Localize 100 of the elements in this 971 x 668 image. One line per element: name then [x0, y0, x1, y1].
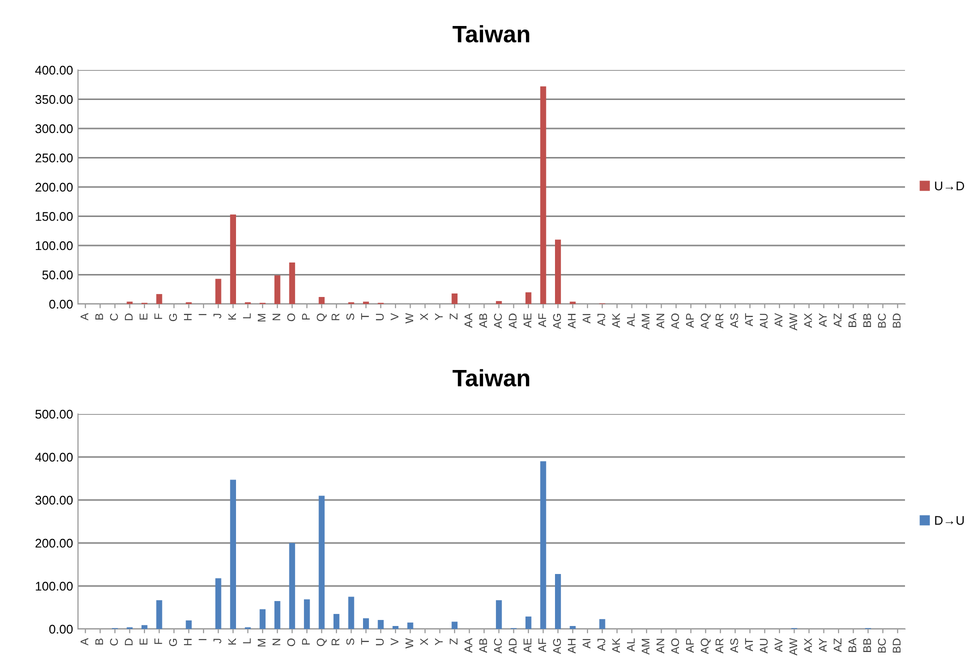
bar — [496, 600, 502, 629]
x-tick-label: F — [154, 638, 162, 644]
x-tick-label: Y — [435, 638, 443, 646]
x-tick-label: AK — [612, 638, 620, 653]
x-tick-label: M — [258, 638, 266, 646]
bar — [186, 620, 192, 629]
y-tick-label: 200.00 — [36, 182, 73, 192]
chart-title: Taiwan — [452, 369, 530, 386]
x-tick-label: AH — [568, 638, 576, 654]
bar — [318, 496, 325, 629]
x-tick-label: AW — [789, 638, 798, 656]
x-tick-label: AM — [642, 638, 650, 655]
bar — [599, 619, 606, 629]
y-tick-label: 50.00 — [42, 270, 73, 280]
x-tick-label: BD — [892, 314, 900, 328]
x-tick-label: AV — [774, 313, 782, 328]
bar — [215, 278, 222, 304]
y-tick-label: 400.00 — [35, 452, 73, 462]
x-tick-label: P — [302, 314, 310, 320]
x-tick-label: T — [361, 638, 369, 645]
x-tick-label: AI — [582, 639, 590, 649]
x-tick-label: BB — [863, 638, 871, 652]
bar — [142, 625, 148, 629]
x-tick-label: D — [124, 314, 133, 320]
legend-label: U→D — [935, 182, 964, 190]
x-tick-label: AU — [760, 314, 768, 328]
x-tick-label: AU — [760, 638, 768, 654]
bar — [555, 240, 561, 304]
x-tick-label: AA — [464, 638, 472, 653]
x-tick-label: AW — [789, 313, 798, 330]
x-tick-label: M — [258, 314, 266, 322]
x-tick-label: N — [272, 638, 280, 646]
x-tick-label: AF — [538, 313, 546, 328]
x-tick-label: I — [198, 639, 206, 640]
x-tick-label: AQ — [700, 314, 711, 330]
x-tick-label: AD — [508, 314, 517, 328]
x-tick-label: G — [169, 638, 177, 646]
x-tick-label: AN — [656, 314, 664, 328]
y-tick-label: 500.00 — [35, 410, 73, 419]
x-tick-label: AR — [716, 638, 724, 654]
x-tick-label: AZ — [834, 638, 842, 652]
x-tick-label: R — [332, 638, 340, 646]
x-tick-label: Y — [435, 313, 443, 320]
y-tick-label: 200.00 — [36, 538, 73, 548]
x-tick-label: AG — [553, 314, 561, 330]
x-tick-label: BB — [863, 314, 871, 327]
legend-label: D→U — [935, 516, 964, 525]
x-tick-label: AH — [568, 314, 576, 328]
x-tick-label: AE — [524, 314, 532, 328]
x-tick-label: AN — [656, 638, 664, 654]
x-tick-label: AD — [508, 638, 517, 654]
bar — [348, 596, 354, 629]
x-tick-label: BD — [892, 638, 900, 653]
y-tick-label: 300.00 — [35, 496, 73, 505]
x-tick-label: BC — [878, 638, 886, 653]
x-tick-label: AT — [745, 638, 753, 652]
x-tick-label: L — [243, 313, 251, 318]
x-tick-label: K — [228, 638, 236, 645]
bar — [540, 86, 546, 304]
x-tick-label: AY — [819, 638, 827, 652]
bar — [156, 294, 162, 304]
x-tick-label: O — [287, 314, 296, 322]
x-tick-label: J — [214, 638, 222, 644]
y-tick-label: 100.00 — [36, 582, 73, 591]
x-tick-label: C — [110, 638, 118, 646]
x-tick-label: AB — [479, 314, 487, 328]
y-tick-label: 100.00 — [36, 241, 73, 250]
bar — [304, 599, 310, 629]
bar — [452, 622, 458, 629]
x-tick-label: V — [390, 638, 398, 646]
x-tick-label: AG — [553, 638, 561, 654]
x-tick-label: X — [420, 638, 428, 646]
x-tick-label: BA — [848, 313, 856, 327]
x-tick-label: O — [287, 638, 296, 646]
y-tick-label: 150.00 — [36, 212, 73, 221]
x-tick-label: J — [214, 314, 222, 318]
x-tick-label: S — [346, 638, 354, 645]
x-tick-label: X — [420, 313, 428, 320]
x-tick-label: F — [154, 313, 162, 319]
x-tick-label: H — [184, 314, 192, 320]
bar — [378, 620, 384, 629]
x-tick-label: L — [243, 638, 251, 644]
x-tick-label: E — [140, 638, 148, 645]
x-tick-label: Q — [316, 314, 327, 322]
x-tick-label: AZ — [834, 313, 842, 328]
x-tick-label: AS — [730, 638, 738, 653]
x-tick-label: W — [406, 313, 414, 324]
x-tick-label: R — [332, 314, 340, 320]
bar — [452, 293, 458, 304]
y-tick-label: 0.00 — [49, 300, 73, 309]
x-tick-label: B — [95, 638, 104, 645]
x-tick-label: AX — [804, 313, 812, 328]
bar — [525, 292, 532, 304]
x-tick-label: A — [80, 313, 88, 320]
bar — [496, 301, 502, 304]
bar — [230, 480, 236, 629]
x-tick-label: G — [169, 314, 177, 322]
x-tick-label: Q — [316, 638, 327, 646]
bar — [215, 578, 222, 629]
x-tick-label: AX — [804, 638, 812, 653]
